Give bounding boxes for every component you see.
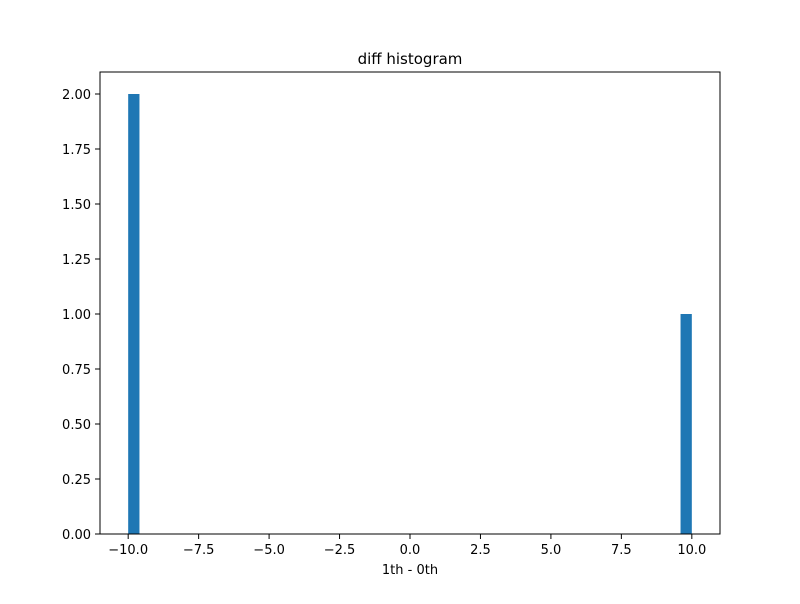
y-tick-label: 0.75 (62, 363, 91, 378)
y-tick-label: 1.50 (62, 198, 91, 213)
x-tick-label: −10.0 (108, 543, 148, 558)
x-tick-label: 7.5 (611, 543, 632, 558)
y-tick-label: 1.00 (62, 308, 91, 323)
y-tick-label: 1.75 (62, 143, 91, 158)
x-axis-label: 1th - 0th (382, 563, 438, 578)
x-tick-label: 5.0 (541, 543, 562, 558)
y-tick-label: 0.00 (62, 528, 91, 543)
x-axis: −10.0 −7.5 −5.0 −2.5 0.0 2.5 5.0 7.5 10.0 (108, 534, 706, 558)
histogram-bar-1 (680, 314, 692, 534)
x-tick-label: −7.5 (183, 543, 215, 558)
x-tick-label: −2.5 (324, 543, 356, 558)
histogram-bar-0 (128, 94, 140, 534)
x-tick-label: 0.0 (400, 543, 421, 558)
plot-frame (99, 71, 721, 535)
y-tick-label: 0.25 (62, 473, 91, 488)
chart-title: diff histogram (358, 50, 463, 68)
bars-group (128, 94, 692, 534)
y-tick-label: 0.50 (62, 418, 91, 433)
x-tick-label: 10.0 (677, 543, 706, 558)
y-axis: 0.00 0.25 0.50 0.75 1.00 1.25 1.50 1.75 2.00 (62, 88, 100, 543)
x-tick-label: 2.5 (470, 543, 491, 558)
x-tick-label: −5.0 (253, 543, 285, 558)
y-tick-label: 2.00 (62, 88, 91, 103)
y-tick-label: 1.25 (62, 253, 91, 268)
